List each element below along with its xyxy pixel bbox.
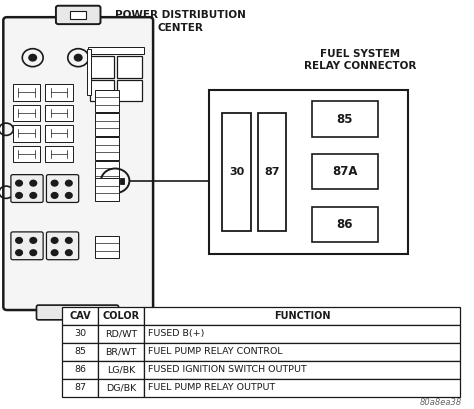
Text: 30: 30 [229,167,244,177]
Bar [144,361,460,379]
Bar [144,379,460,397]
Bar [90,56,114,78]
Bar [62,325,98,343]
Bar [98,361,144,379]
Bar [95,161,119,183]
Bar [90,80,114,101]
Bar [13,84,40,101]
Bar [312,154,378,189]
Circle shape [30,238,36,243]
Circle shape [51,193,58,198]
Circle shape [65,250,72,256]
Circle shape [30,180,36,186]
Bar [120,178,124,184]
Text: FUSED IGNITION SWITCH OUTPUT: FUSED IGNITION SWITCH OUTPUT [148,365,307,374]
Circle shape [74,54,82,61]
Bar [98,325,144,343]
Bar [144,307,460,325]
Text: FUEL SYSTEM
RELAY CONNECTOR: FUEL SYSTEM RELAY CONNECTOR [304,49,417,72]
Bar [113,178,117,184]
Circle shape [65,193,72,198]
Bar [87,49,91,95]
Bar [95,113,119,136]
Text: RD/WT: RD/WT [105,329,137,338]
FancyBboxPatch shape [3,17,153,310]
Text: FUEL PUMP RELAY CONTROL: FUEL PUMP RELAY CONTROL [148,347,283,356]
Bar [312,101,378,137]
Bar [98,379,144,397]
Text: 87A: 87A [332,165,358,178]
Circle shape [51,180,58,186]
Text: COLOR: COLOR [102,311,140,321]
Circle shape [30,193,36,198]
Circle shape [65,180,72,186]
Bar [95,178,119,201]
Text: DG/BK: DG/BK [106,383,136,392]
FancyBboxPatch shape [11,232,43,260]
FancyBboxPatch shape [11,175,43,202]
Bar [258,113,286,231]
Circle shape [29,54,36,61]
Text: CAV: CAV [69,311,91,321]
Bar [62,361,98,379]
Text: LG/BK: LG/BK [107,365,135,374]
Circle shape [16,180,22,186]
FancyBboxPatch shape [56,6,100,24]
Circle shape [51,250,58,256]
Bar [45,105,73,121]
Bar [312,207,378,242]
Bar [88,47,144,54]
Bar [117,56,142,78]
Bar [62,343,98,361]
Bar [95,137,119,160]
Bar [144,325,460,343]
Bar [98,343,144,361]
Text: 86: 86 [337,218,353,231]
Bar [107,178,110,184]
Bar [45,84,73,101]
Bar [117,80,142,101]
Circle shape [16,193,22,198]
Bar [62,379,98,397]
Text: FUNCTION: FUNCTION [273,311,330,321]
Bar [13,125,40,142]
Bar [95,90,119,112]
Text: POWER DISTRIBUTION
CENTER: POWER DISTRIBUTION CENTER [115,10,246,33]
Text: 85: 85 [74,347,86,356]
Text: BR/WT: BR/WT [105,347,137,356]
Bar [209,90,408,254]
Bar [222,113,251,231]
Circle shape [51,238,58,243]
Text: 86: 86 [74,365,86,374]
Bar [98,307,144,325]
Bar [13,105,40,121]
Text: 87: 87 [74,383,86,392]
Circle shape [16,250,22,256]
Bar [144,343,460,361]
FancyBboxPatch shape [36,305,118,320]
FancyBboxPatch shape [46,175,79,202]
Bar [95,236,119,258]
Text: FUSED B(+): FUSED B(+) [148,329,204,338]
Circle shape [16,238,22,243]
Bar [45,146,73,162]
Bar [13,146,40,162]
Text: 85: 85 [337,112,353,126]
Text: 87: 87 [264,167,280,177]
Bar [62,307,98,325]
FancyBboxPatch shape [46,232,79,260]
Circle shape [30,250,36,256]
Text: 80a8ea38: 80a8ea38 [420,398,462,407]
Text: FUEL PUMP RELAY OUTPUT: FUEL PUMP RELAY OUTPUT [148,383,275,392]
Circle shape [65,238,72,243]
Bar [45,125,73,142]
Text: 30: 30 [74,329,86,338]
Bar [70,11,86,19]
